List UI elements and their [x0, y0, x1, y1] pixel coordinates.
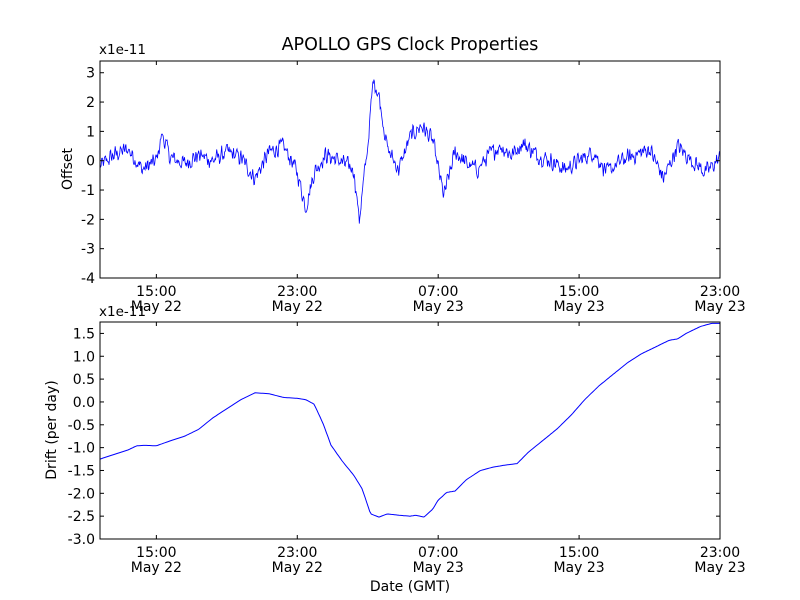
drift-series-line	[99, 322, 720, 518]
offset-x-tick-date-label: May 23	[553, 299, 604, 315]
offset-y-tick-label: -1	[81, 183, 95, 199]
offset-x-tick-time-label: 07:00	[418, 284, 458, 300]
drift-x-tick-time-label: 15:00	[559, 545, 599, 561]
drift-panel: x1e-11 Drift (per day) Date (GMT) 1.5 1.0…	[44, 304, 746, 595]
drift-x-tick-time-label: 07:00	[418, 545, 458, 561]
offset-y-axis-label: Offset	[60, 147, 76, 190]
offset-x-tick-time-label: 15:00	[136, 284, 176, 300]
drift-y-tick-label: -0.5	[68, 418, 95, 434]
offset-y-tick-label: 0	[86, 154, 95, 170]
offset-panel: APOLLO GPS Clock Properties x1e-11 Offse…	[60, 35, 746, 315]
drift-series-group	[99, 322, 720, 518]
drift-y-tick-label: -1.0	[68, 441, 95, 457]
drift-y-tick-label: 0.0	[73, 395, 95, 411]
drift-y-tick-label: 0.5	[73, 372, 95, 388]
drift-y-tick-label: -2.5	[68, 509, 95, 525]
drift-x-tick-date-label: May 22	[272, 560, 323, 576]
offset-series-line	[99, 79, 721, 224]
offset-y-tick-label: -2	[81, 212, 95, 228]
offset-y-tick-label: -4	[81, 271, 95, 287]
drift-y-tick-label: 1.5	[73, 326, 95, 342]
offset-plot-frame	[99, 60, 721, 279]
drift-y-tick-label: -1.5	[68, 463, 95, 479]
drift-x-tick-date-label: May 23	[413, 560, 464, 576]
drift-plot-frame	[99, 321, 721, 540]
offset-x-tick-date-label: May 23	[413, 299, 464, 315]
offset-y-tick-label: 3	[86, 66, 95, 82]
offset-y-tick-label: 2	[86, 95, 95, 111]
drift-x-tick-time-label: 15:00	[136, 545, 176, 561]
drift-x-tick-date-label: May 23	[694, 560, 745, 576]
offset-x-tick-time-label: 23:00	[277, 284, 317, 300]
offset-x-tick-time-label: 15:00	[559, 284, 599, 300]
drift-y-axis-label: Drift (per day)	[44, 380, 60, 479]
offset-x-tick-date-label: May 22	[131, 299, 182, 315]
drift-x-tick-time-label: 23:00	[700, 545, 740, 561]
offset-x-tick-date-label: May 23	[694, 299, 745, 315]
chart-title: APOLLO GPS Clock Properties	[282, 35, 539, 55]
drift-x-tick-time-label: 23:00	[277, 545, 317, 561]
offset-x-tick-date-label: May 22	[272, 299, 323, 315]
drift-ticks-group: 1.5 1.0 0.5 0.0 -0.5 -1.0 -1.5 -2.0 -2.5 -3.0 15:0…	[68, 322, 746, 576]
offset-y-tick-label: 1	[86, 124, 95, 140]
offset-y-tick-label: -3	[81, 242, 95, 258]
drift-y-tick-label: -2.0	[68, 486, 95, 502]
drift-x-tick-date-label: May 22	[131, 560, 182, 576]
drift-x-tick-date-label: May 23	[553, 560, 604, 576]
offset-x-tick-time-label: 23:00	[700, 284, 740, 300]
offset-axis-multiplier: x1e-11	[99, 42, 146, 58]
offset-series-group	[99, 79, 721, 224]
drift-axis-multiplier: x1e-11	[99, 304, 146, 320]
drift-y-tick-label: -3.0	[68, 532, 95, 548]
drift-y-tick-label: 1.0	[73, 349, 95, 365]
drift-x-axis-label: Date (GMT)	[370, 579, 450, 595]
